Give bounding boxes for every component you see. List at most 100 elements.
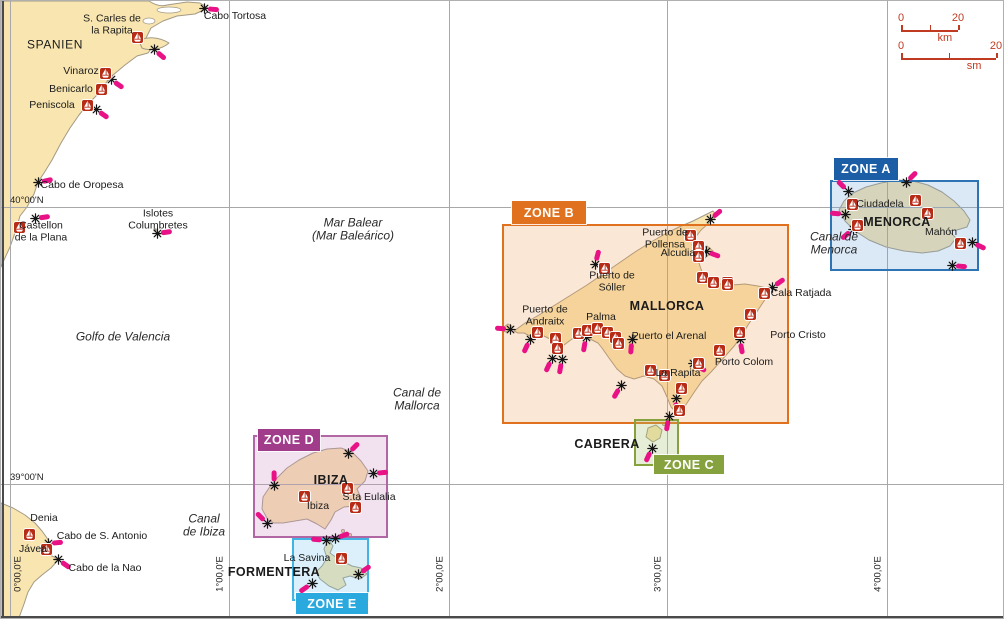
marina-icon	[706, 275, 720, 289]
latitude-label: 39°00'N	[10, 472, 44, 483]
meridian-line	[667, 1, 668, 618]
map-label-cabo-de-oropesa: Cabo de Oropesa	[40, 179, 124, 192]
lighthouse-star	[320, 534, 332, 546]
meridian-line	[887, 1, 888, 618]
map-label-porto-colom: Porto Colom	[714, 356, 774, 369]
map-label-puerto-de-andraitx: Puerto de Andraitx	[522, 303, 568, 327]
marina-icon	[597, 261, 611, 275]
lighthouse-star	[504, 323, 516, 335]
map-label-cabo-de-la-nao: Cabo de la Nao	[68, 562, 142, 575]
marina-icon	[334, 551, 348, 565]
marina-icon	[530, 325, 544, 339]
scale-end-value: 20	[951, 12, 965, 24]
scale-tick	[948, 53, 950, 58]
marina-icon	[691, 356, 705, 370]
lighthouse-star	[842, 185, 854, 197]
map-label-ibiza: Ibiza	[306, 500, 330, 513]
marina-icon	[340, 481, 354, 495]
map-label-alcudia: Alcudia	[660, 247, 696, 260]
lighthouse-star	[306, 577, 318, 589]
marina-icon	[580, 323, 594, 337]
lighthouse-star	[663, 410, 675, 422]
marina-icon	[845, 197, 859, 211]
scale-tick	[958, 25, 960, 30]
marina-icon	[720, 277, 734, 291]
map-label-spanien: SPANIEN	[27, 37, 83, 52]
map-label-benicarlo: Benicarlo	[49, 83, 93, 96]
light-flash	[955, 262, 968, 269]
longitude-label: 3°00,0'E	[652, 556, 664, 592]
marina-icon	[683, 228, 697, 242]
marina-icon	[920, 206, 934, 220]
marina-icon	[550, 341, 564, 355]
latitude-label: 40°00'N	[10, 195, 44, 206]
map-frame-bottom	[1, 616, 1003, 618]
land-ibiza	[261, 447, 369, 530]
marina-icon	[611, 336, 625, 350]
map-label-golfo-de-valencia: Golfo de Valencia	[75, 329, 171, 344]
scale-tick	[929, 25, 931, 30]
map-label-s-carles-de-la-rapita: S. Carles de la Rapita	[83, 12, 141, 36]
land-mallorca	[513, 210, 772, 415]
zone-e-banner[interactable]: ZONE E	[296, 593, 368, 614]
map-label-vinaroz: Vinaroz	[63, 65, 99, 78]
scale-unit-label: sm	[966, 60, 982, 72]
lighthouse-star	[151, 227, 163, 239]
lighthouse-star	[329, 532, 341, 544]
map-frame-left	[2, 1, 4, 618]
lighthouse-star	[626, 333, 638, 345]
map-label-la-savina: La Savina	[283, 552, 331, 565]
marina-icon	[712, 343, 726, 357]
map-label-canal-de-menorca: Canal de Menorca	[809, 229, 859, 257]
lighthouse-star	[367, 467, 379, 479]
ebro-lagoon-2	[142, 17, 156, 25]
longitude-label: 4°00,0'E	[872, 556, 884, 592]
zone-d-banner[interactable]: ZONE D	[258, 429, 320, 451]
scale-tick	[901, 53, 903, 58]
marina-icon	[130, 30, 144, 44]
map-label-puerto-de-s-ller: Puerto de Sóller	[589, 269, 635, 293]
light-flash	[310, 536, 323, 543]
marina-icon	[643, 363, 657, 377]
marina-icon	[850, 218, 864, 232]
marina-icon	[657, 368, 671, 382]
lighthouse-star	[29, 212, 41, 224]
meridian-line	[10, 1, 11, 618]
marina-icon	[732, 325, 746, 339]
marina-icon	[94, 82, 108, 96]
map-label-palma: Palma	[586, 311, 616, 324]
lighthouse-star	[946, 259, 958, 271]
scale-start-value: 0	[897, 40, 905, 52]
scale-tick	[996, 53, 998, 58]
lighthouse-star	[261, 517, 273, 529]
zone-b-banner[interactable]: ZONE B	[512, 201, 586, 224]
zone-b-box[interactable]	[502, 224, 789, 424]
map-label-ibiza: IBIZA	[313, 473, 349, 487]
map-label-ciudadela: Ciudadela	[856, 198, 904, 211]
map-label-cabo-tortosa: Cabo Tortosa	[203, 10, 267, 23]
marina-icon	[297, 489, 311, 503]
lighthouse-star	[32, 176, 44, 188]
map-label-formentera: FORMENTERA	[227, 565, 321, 579]
land-menorca	[838, 179, 971, 254]
scale-end-value: 20	[989, 40, 1003, 52]
lighthouse-star	[198, 2, 210, 14]
marina-icon	[348, 500, 362, 514]
marina-icon	[98, 66, 112, 80]
map-label-mar-balear-mar-bale-rico: Mar Balear (Mar Baleárico)	[311, 215, 395, 243]
map-label-islotes-columbretes: Islotes Columbretes	[128, 207, 188, 231]
marina-icon	[674, 381, 688, 395]
zone-c-banner[interactable]: ZONE C	[654, 455, 724, 474]
longitude-label: 0°00,0'E	[12, 556, 24, 592]
lighthouse-star	[646, 442, 658, 454]
land-cabrera	[645, 424, 663, 443]
marina-icon	[743, 307, 757, 321]
map-label-j-vea: Jávea	[18, 543, 48, 556]
zone-a-banner[interactable]: ZONE A	[834, 158, 898, 180]
lighthouse-star	[268, 479, 280, 491]
scale-line-sm	[901, 58, 996, 60]
map-label-denia: Denia	[30, 512, 58, 525]
light-flash	[494, 325, 507, 332]
map-label-canal-de-mallorca: Canal de Mallorca	[392, 385, 442, 413]
marina-icon	[691, 249, 705, 263]
